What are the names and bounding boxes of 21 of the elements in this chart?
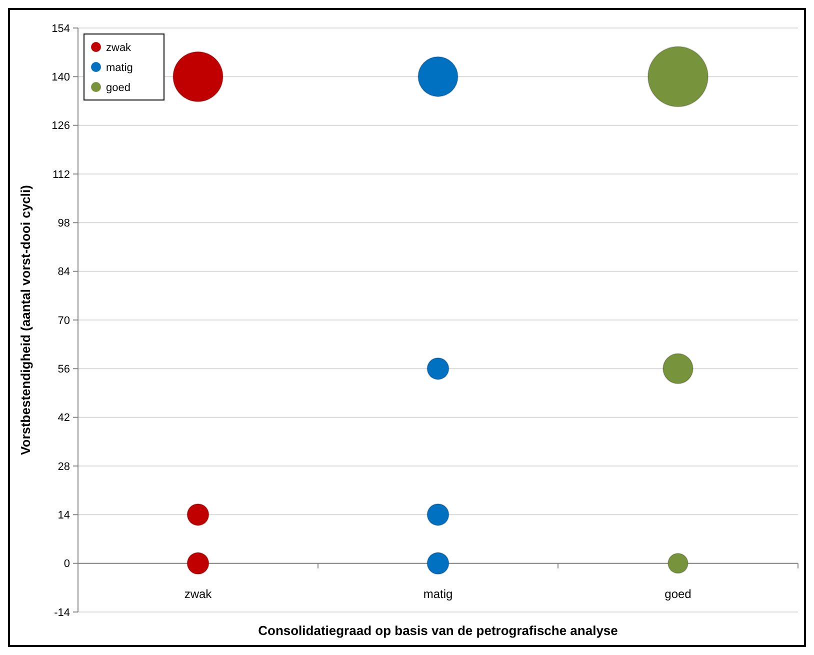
y-tick-label: 56 (58, 364, 70, 376)
y-tick-label: 126 (52, 120, 70, 132)
x-tick-label: matig (423, 587, 453, 601)
x-tick-label: goed (664, 587, 692, 601)
y-tick-label: 112 (52, 168, 70, 181)
x-tick-label: zwak (184, 587, 213, 601)
y-tick-label: 98 (58, 218, 70, 230)
y-tick-label: 28 (58, 460, 70, 473)
x-axis-title: Consolidatiegraad op basis van de petrografische analyse (258, 623, 618, 638)
legend-label: zwak (106, 42, 132, 54)
y-axis-title: Vorstbestendigheid (aantal vorst-dooi cycli) (18, 185, 33, 455)
y-tick-label: 84 (58, 266, 70, 278)
y-tick-label: -14 (54, 606, 70, 619)
y-tick-label: 0 (64, 558, 70, 570)
y-tick-label: 70 (58, 314, 70, 327)
legend-label: goed (106, 82, 130, 94)
y-tick-label: 42 (58, 412, 70, 424)
y-tick-label: 140 (52, 72, 70, 84)
legend-label: matig (106, 62, 133, 74)
y-tick-label: 154 (52, 22, 70, 35)
y-tick-label: 14 (58, 510, 70, 522)
